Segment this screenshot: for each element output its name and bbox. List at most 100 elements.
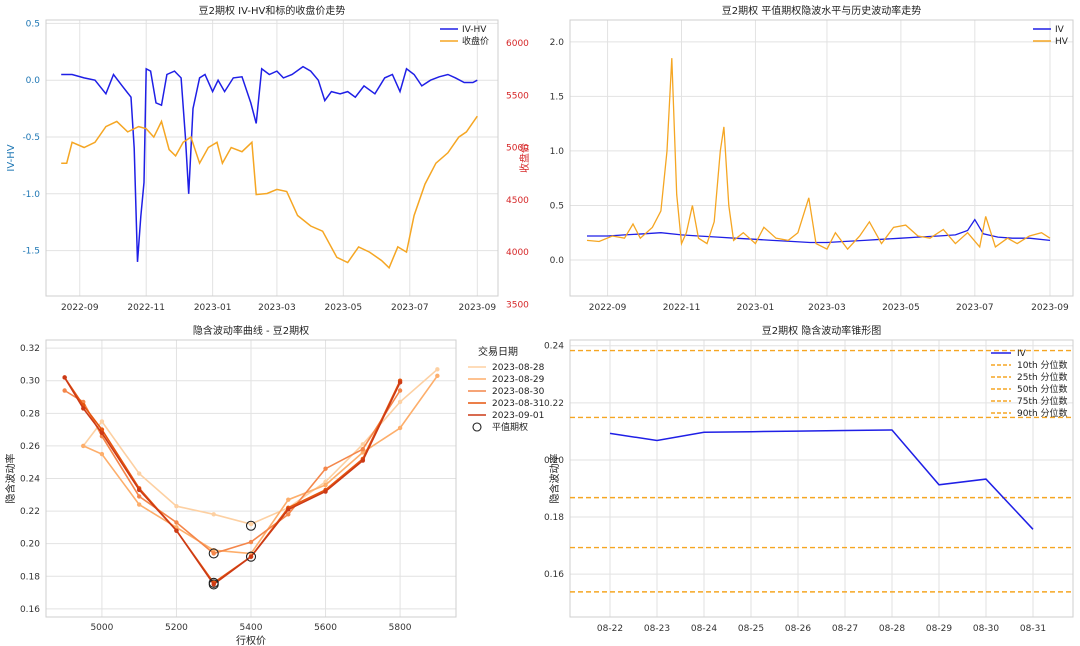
y-right-tick-label-0: 5000: [506, 144, 529, 154]
legend-label-2: 2023-08-31: [492, 399, 544, 409]
y-tick-label-1: 1.0: [550, 147, 565, 157]
atm-marker-2: [245, 551, 257, 562]
y-tick-label-2: 0.16: [20, 605, 40, 615]
x-tick-label-2: 5800: [389, 623, 412, 633]
y-left-tick-label-0: -1.0: [22, 190, 40, 200]
y-tick-label-2: 0.22: [20, 507, 40, 517]
y-axis-label-3: 隐含波动率: [548, 454, 561, 504]
y-tick-label-2: 0.18: [20, 572, 40, 582]
y-tick-label-2: 0.28: [20, 409, 40, 419]
series-point-2: [174, 520, 179, 525]
legend-label-0: IV-HV: [462, 25, 487, 35]
chart-title-1: 豆2期权 平值期权隐波水平与历史波动率走势: [722, 4, 922, 17]
x-tick-label-0: 2023-09: [459, 303, 497, 313]
series-point-2: [99, 430, 105, 436]
series-point-2: [99, 419, 105, 424]
x-tick-label-0: 2023-01: [194, 303, 232, 313]
series-point-2: [136, 487, 142, 493]
series-point-2: [323, 479, 328, 484]
series-point-2: [136, 471, 142, 476]
series-line-0-0: [61, 65, 478, 262]
series-point-2: [62, 375, 67, 380]
y-left-tick-label-0: 0.5: [26, 19, 40, 29]
y-tick-label-2: 0.26: [20, 442, 40, 452]
y-right-tick-label-0: 5500: [506, 91, 529, 101]
x-tick-label-3: 08-30: [973, 624, 999, 634]
series-point-2: [286, 497, 291, 502]
y-tick-label-3: 0.24: [544, 342, 564, 352]
y-tick-label-1: 0.0: [550, 256, 565, 266]
y-tick-label-1: 2.0: [550, 38, 565, 48]
x-tick-label-3: 08-27: [832, 624, 858, 634]
x-tick-label-1: 2023-09: [1031, 303, 1069, 313]
x-tick-label-1: 2023-05: [882, 303, 920, 313]
legend-label-3: IV: [1017, 349, 1027, 359]
series-point-2: [211, 582, 216, 587]
x-tick-label-3: 08-24: [691, 624, 717, 634]
legend-atm-marker-2: [472, 422, 482, 432]
y-right-tick-label-0: 3500: [506, 300, 529, 310]
series-line-1-0: [587, 218, 1051, 244]
series-point-2: [323, 482, 328, 488]
legend-atm-label-2: 平值期权: [492, 421, 528, 433]
y-tick-label-2: 0.30: [20, 377, 40, 387]
plot-frame-2: [45, 339, 457, 618]
x-tick-label-3: 08-26: [785, 624, 811, 634]
series-point-2: [360, 446, 366, 452]
chart-title-3: 豆2期权 隐含波动率锥形图: [762, 324, 882, 337]
series-line-2-1: [82, 375, 439, 555]
grid-0: [46, 20, 498, 296]
y-left-tick-label-0: -1.5: [22, 247, 40, 257]
series-point-2: [248, 521, 254, 527]
series-point-2: [81, 443, 86, 449]
series-point-2: [360, 450, 366, 455]
x-tick-label-3: 08-25: [738, 624, 764, 634]
y-left-tick-label-0: -0.5: [22, 133, 40, 143]
grid-2: [46, 340, 456, 617]
y-tick-label-1: 0.5: [550, 201, 564, 211]
legend-label-2: 2023-08-30: [492, 387, 545, 397]
chart-title-0: 豆2期权 IV-HV和标的收盘价走势: [199, 4, 346, 17]
legend-label-3: 50th 分位数: [1017, 383, 1068, 395]
series-line-3-0: [609, 429, 1034, 530]
series-point-2: [397, 399, 403, 405]
legend-label-3: 25th 分位数: [1017, 371, 1068, 383]
x-tick-label-1: 2022-11: [663, 303, 701, 313]
y-tick-label-3: 0.22: [544, 399, 564, 409]
x-axis-label-2: 行权价: [236, 634, 266, 646]
series-point-2: [286, 507, 291, 512]
atm-marker-2: [208, 579, 219, 590]
y-tick-label-3: 0.20: [544, 456, 564, 466]
series-point-2: [248, 539, 254, 545]
x-tick-label-3: 08-31: [1020, 624, 1046, 634]
atm-marker-2: [245, 520, 257, 531]
legend-label-0: 收盘价: [462, 35, 489, 47]
legend-label-1: HV: [1055, 37, 1069, 47]
legend-label-3: 10th 分位数: [1017, 359, 1068, 371]
y-right-tick-label-0: 4000: [506, 248, 529, 258]
series-point-2: [211, 551, 216, 556]
legend-label-3: 90th 分位数: [1017, 407, 1068, 419]
series-point-2: [323, 489, 328, 494]
legend-label-2: 2023-08-29: [492, 375, 545, 385]
series-point-2: [360, 458, 366, 463]
y-right-tick-label-0: 6000: [506, 39, 529, 49]
series-line-0-1: [61, 115, 478, 270]
series-point-2: [136, 502, 142, 507]
plot-frame-3: [569, 339, 1074, 618]
series-point-2: [81, 406, 86, 411]
x-tick-label-1: 2023-07: [956, 303, 994, 313]
x-tick-label-1: 2023-01: [737, 303, 775, 313]
atm-marker-2: [208, 548, 219, 559]
x-tick-label-2: 5000: [90, 623, 113, 633]
chart-title-2: 隐含波动率曲线 - 豆2期权: [193, 324, 309, 337]
x-tick-label-0: 2023-05: [325, 303, 363, 313]
series-point-2: [323, 466, 328, 471]
series-line-1-1: [586, 58, 1051, 251]
x-tick-label-0: 2023-07: [391, 303, 429, 313]
x-tick-label-2: 5400: [240, 623, 263, 633]
x-tick-label-1: 2023-03: [808, 303, 846, 313]
series-point-2: [360, 442, 366, 447]
x-tick-label-3: 08-28: [879, 624, 905, 634]
